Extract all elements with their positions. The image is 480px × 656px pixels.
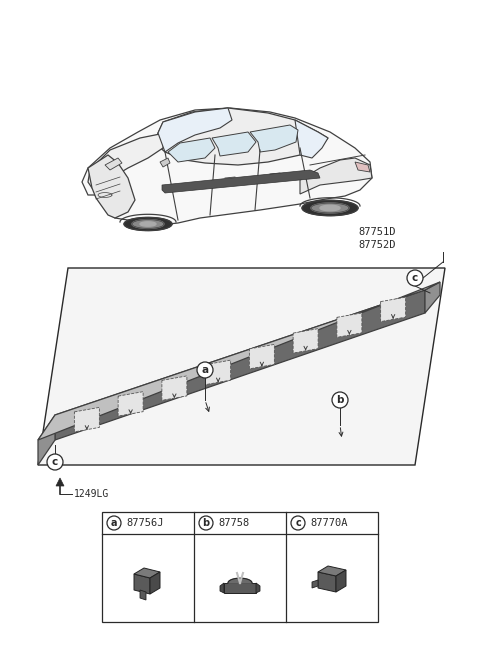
Text: c: c: [412, 273, 418, 283]
Text: a: a: [202, 365, 209, 375]
Polygon shape: [256, 583, 260, 593]
Polygon shape: [250, 125, 298, 152]
Polygon shape: [312, 580, 318, 588]
Polygon shape: [250, 344, 275, 369]
Text: b: b: [203, 518, 210, 528]
Polygon shape: [381, 297, 406, 321]
Polygon shape: [118, 392, 143, 416]
Polygon shape: [105, 158, 122, 170]
Circle shape: [407, 270, 423, 286]
Polygon shape: [311, 203, 349, 213]
Circle shape: [197, 362, 213, 378]
Polygon shape: [212, 132, 256, 156]
Polygon shape: [336, 570, 346, 592]
Text: c: c: [295, 518, 301, 528]
Polygon shape: [150, 572, 160, 594]
Text: c: c: [52, 457, 58, 467]
Polygon shape: [82, 108, 372, 225]
Polygon shape: [158, 108, 232, 152]
Polygon shape: [38, 415, 55, 465]
Polygon shape: [425, 282, 440, 313]
Text: 87756J: 87756J: [126, 518, 164, 528]
Text: 1249LG: 1249LG: [74, 489, 109, 499]
Circle shape: [332, 392, 348, 408]
Text: b: b: [336, 395, 344, 405]
Polygon shape: [134, 574, 150, 594]
Polygon shape: [220, 583, 224, 593]
Circle shape: [291, 516, 305, 530]
Polygon shape: [224, 583, 256, 593]
Bar: [102, 512, 378, 622]
Polygon shape: [300, 158, 372, 194]
Polygon shape: [355, 162, 370, 172]
Polygon shape: [124, 217, 172, 231]
Polygon shape: [302, 200, 358, 216]
Polygon shape: [38, 268, 445, 465]
Polygon shape: [155, 108, 328, 165]
Polygon shape: [337, 313, 362, 337]
Polygon shape: [132, 220, 164, 228]
Text: 87758: 87758: [218, 518, 249, 528]
Polygon shape: [168, 138, 215, 162]
Polygon shape: [88, 133, 165, 188]
Text: 87752D: 87752D: [358, 240, 396, 250]
Polygon shape: [88, 155, 135, 218]
Polygon shape: [162, 170, 320, 193]
Polygon shape: [140, 590, 146, 600]
Polygon shape: [293, 329, 318, 353]
Polygon shape: [56, 478, 64, 486]
Polygon shape: [55, 290, 425, 440]
Polygon shape: [320, 205, 340, 211]
Polygon shape: [205, 360, 230, 384]
Polygon shape: [140, 222, 156, 226]
Circle shape: [47, 454, 63, 470]
Text: 87751D: 87751D: [358, 227, 396, 237]
Polygon shape: [318, 572, 336, 592]
Polygon shape: [160, 158, 170, 167]
Circle shape: [107, 516, 121, 530]
Polygon shape: [228, 578, 252, 583]
Polygon shape: [38, 282, 440, 440]
Polygon shape: [162, 376, 187, 400]
Polygon shape: [74, 407, 99, 432]
Polygon shape: [318, 566, 346, 576]
Text: a: a: [111, 518, 117, 528]
Polygon shape: [134, 568, 160, 578]
Circle shape: [199, 516, 213, 530]
Polygon shape: [295, 120, 328, 158]
Text: 87770A: 87770A: [310, 518, 348, 528]
